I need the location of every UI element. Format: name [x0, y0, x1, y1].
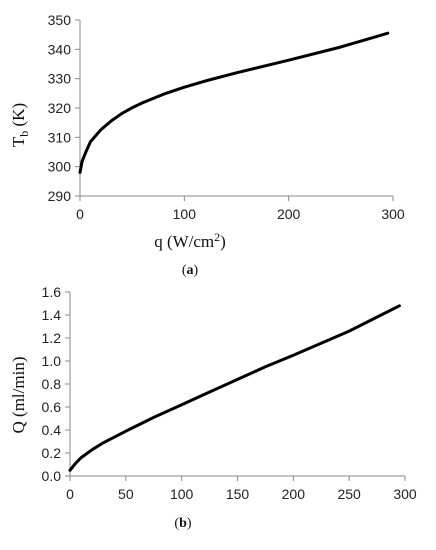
chart-b-series-line	[68, 304, 401, 472]
chart-a-x-axis-title: q (W/cm2)	[154, 230, 226, 251]
chart-a-panel-label: (a)	[182, 263, 199, 278]
y-tick-label: 330	[48, 71, 72, 87]
y-tick-label: 1.0	[42, 353, 62, 369]
y-tick-label: 1.6	[42, 284, 62, 300]
x-tick-label: 150	[226, 486, 250, 502]
y-tick-label: 0.0	[42, 468, 62, 484]
x-tick-label: 300	[393, 486, 417, 502]
chart-b-x-ticks: 0 50 100 150 200 250 300	[66, 476, 417, 502]
y-tick-label: 0.4	[42, 422, 62, 438]
x-tick-label: 300	[381, 206, 405, 222]
x-tick-label: 100	[170, 486, 194, 502]
y-tick-label: 1.4	[42, 307, 62, 323]
x-tick-label: 250	[337, 486, 361, 502]
chart-b-y-axis-title: Q (ml/min)	[9, 357, 28, 434]
y-tick-label: 340	[48, 41, 72, 57]
x-tick-label: 200	[282, 486, 306, 502]
y-tick-label: 320	[48, 100, 72, 116]
x-tick-label: 0	[76, 206, 84, 222]
y-tick-label: 350	[48, 12, 72, 28]
y-tick-label: 0.2	[42, 445, 62, 461]
chart-b-y-ticks: 0.0 0.2 0.4 0.6 0.8 1.0 1.2 1.4 1.6	[42, 284, 70, 484]
y-tick-label: 1.2	[42, 330, 62, 346]
y-tick-label: 0.6	[42, 399, 62, 415]
chart-a-y-axis-title: Tb (K)	[9, 103, 31, 147]
y-tick-label: 290	[48, 188, 72, 204]
chart-a-series-line	[78, 31, 390, 175]
x-tick-label: 0	[66, 486, 74, 502]
y-tick-label: 0.8	[42, 376, 62, 392]
chart-a-x-ticks: 0 100 200 300	[76, 196, 405, 222]
chart-b-panel-label: (b)	[174, 516, 191, 531]
x-tick-label: 100	[173, 206, 197, 222]
x-tick-label: 200	[277, 206, 301, 222]
y-tick-label: 300	[48, 159, 72, 175]
chart-b: 0.0 0.2 0.4 0.6 0.8 1.0 1.2 1.4 1.6 0 50 100 150 200…	[9, 284, 417, 531]
y-tick-label: 310	[48, 129, 72, 145]
chart-a-y-ticks: 290 300 310 320 330 340 350	[48, 12, 80, 204]
x-tick-label: 50	[118, 486, 134, 502]
